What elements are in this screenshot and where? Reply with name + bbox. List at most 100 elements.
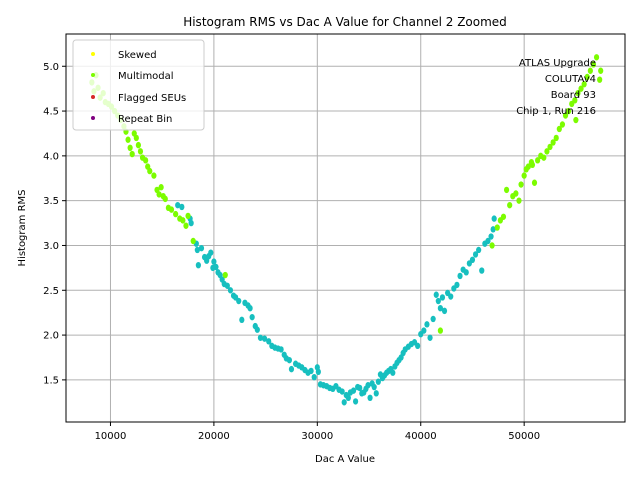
data-point-normal [211,258,217,265]
data-point-normal [208,249,214,256]
data-point-multimodal [556,125,562,133]
legend-label-repeat-bin: Repeat Bin [118,114,172,125]
annotation-line-2: COLUTAv4 [545,74,596,85]
data-point-normal [175,201,181,209]
data-point-normal [367,394,373,402]
legend-label-skewed: Skewed [118,50,157,61]
data-point-normal [266,338,272,345]
data-point-multimodal [222,271,228,279]
data-point-multimodal [550,139,556,146]
data-point-multimodal [185,212,191,220]
data-point-normal [249,313,255,321]
legend: Skewed Multimodal Flagged SEUs Repeat Bi… [72,39,205,131]
data-point-normal [430,315,436,323]
legend-marker-skewed [91,52,95,56]
data-point-multimodal [598,67,604,74]
data-point-multimodal [584,73,590,81]
data-point-normal [239,316,245,324]
data-point-multimodal [180,217,186,224]
data-point-multimodal [133,134,139,142]
y-tick-label: 5.0 [43,62,59,73]
data-point-normal [345,394,351,402]
data-point-normal [441,307,448,315]
data-point-normal [476,246,482,254]
data-point-normal [179,203,185,211]
data-point-multimodal [156,191,162,198]
data-point-normal [439,294,446,301]
data-point-normal [421,327,427,334]
data-point-multimodal [143,157,149,164]
data-point-multimodal [125,136,131,143]
legend-marker-repeat-bin [91,116,95,120]
data-point-multimodal [158,184,164,191]
data-point-multimodal [529,161,536,169]
data-point-normal [448,293,454,300]
data-point-multimodal [507,201,513,209]
data-point-normal [257,334,264,341]
data-point-multimodal [597,76,603,83]
data-point-normal [415,342,421,350]
data-point-normal [227,287,234,294]
annotation-line-1: ATLAS Upgrade [519,58,596,69]
data-point-normal [254,326,260,333]
data-point-normal [308,367,314,375]
data-point-multimodal [437,327,443,334]
x-tick-label: 50000 [508,431,540,442]
data-point-multimodal [578,85,584,92]
data-point-multimodal [129,150,135,158]
data-point-multimodal [562,112,569,119]
data-point-multimodal [513,190,519,197]
data-point-normal [213,263,219,271]
data-point-normal [371,383,377,391]
x-tick-label: 10000 [95,431,127,442]
data-point-multimodal [135,141,141,149]
data-point-multimodal [151,172,157,179]
data-points [89,54,604,406]
data-point-normal [433,291,439,298]
plot-frame [65,33,626,423]
data-point-normal [236,297,242,305]
data-point-multimodal [168,206,175,213]
data-point-normal [247,304,253,312]
data-point-normal [454,281,460,289]
data-point-normal [311,373,317,381]
data-point-multimodal [572,97,578,104]
data-point-normal [188,219,194,227]
data-point-normal [195,261,201,269]
data-point-multimodal [147,167,153,175]
data-point-multimodal [503,186,510,194]
data-point-normal [198,244,205,252]
data-point-multimodal [544,148,550,155]
data-point-normal [278,346,284,353]
data-point-multimodal [559,121,566,128]
x-axis-label: Dac A Value [315,454,375,465]
y-tick-label: 2.0 [43,331,59,342]
annotation-line-4: Chip 1, Run 216 [516,106,596,117]
data-point-multimodal [553,134,559,142]
data-point-multimodal [137,148,144,155]
x-tick-label: 20000 [198,431,230,442]
legend-box [72,39,205,131]
data-point-normal [424,321,430,328]
data-point-normal [261,335,268,342]
y-tick-label: 3.0 [43,241,59,252]
legend-label-multimodal: Multimodal [118,71,174,82]
y-tick-label: 4.5 [43,107,59,118]
data-point-normal [469,256,476,264]
data-point-multimodal [494,224,500,231]
data-point-multimodal [590,61,597,68]
y-tick-label: 2.5 [43,286,59,297]
data-point-normal [224,282,230,289]
data-point-normal [488,233,494,240]
y-axis: 1.5 2.0 2.5 3.0 3.5 4.0 4.5 5.0 [43,62,66,386]
data-point-multimodal [547,143,553,151]
data-point-multimodal [587,67,593,74]
data-point-multimodal [162,195,168,203]
data-point-multimodal [581,80,587,88]
data-point-multimodal [531,179,538,186]
x-tick-label: 40000 [405,431,437,442]
data-point-multimodal [521,172,527,179]
data-point-normal [435,297,441,305]
annotation: ATLAS Upgrade COLUTAv4 Board 93 Chip 1, … [516,58,596,117]
